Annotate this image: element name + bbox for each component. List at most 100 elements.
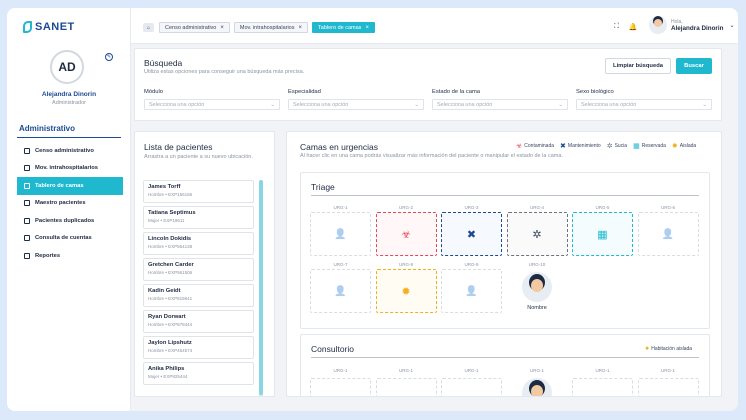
sidebar-section-title: Administrativo xyxy=(19,124,76,133)
report-icon xyxy=(24,252,30,259)
close-icon[interactable]: × xyxy=(298,24,303,31)
patient-list: James Torff Hombre • EXP156156 Tatiana Sep… xyxy=(143,180,254,388)
scrollbar-track[interactable] xyxy=(259,180,263,396)
divider xyxy=(311,195,699,196)
search-title: Búsqueda xyxy=(144,58,183,68)
filter-select[interactable]: Selecciona una opción ⌄ xyxy=(288,99,424,110)
triage-title: Triage xyxy=(311,182,335,192)
close-icon[interactable]: × xyxy=(365,24,369,31)
sidebar-item-label: Pacientes duplicados xyxy=(35,217,95,224)
legend-label: Aislada xyxy=(679,143,697,149)
greeting: Hola, xyxy=(671,18,683,25)
transfer-icon xyxy=(24,165,30,172)
bed-sucia[interactable]: ✲ xyxy=(506,212,568,256)
tab-label: Mov. intrahospitalarios xyxy=(239,24,295,31)
sidebar-item-0[interactable]: Censo administrativo xyxy=(17,142,123,160)
profile-name: Alejandra Dinorin xyxy=(41,91,97,98)
triage-bed-grid: URG-1 👤 URG-2 ☣ URG-3 ✖ URG-4 ✲ URG-5 ▦ URG-6 👤 URG-… xyxy=(310,205,699,315)
bed-empty[interactable] xyxy=(637,378,699,396)
patient-item[interactable]: Anika Philips Mujer • EXP925444 xyxy=(143,362,254,385)
bed-mant[interactable]: ✖ xyxy=(441,212,502,256)
tools-icon: ✖ xyxy=(560,143,566,150)
bed-occ[interactable]: Nombre xyxy=(507,269,568,313)
filter-select[interactable]: Selecciona una opción ⌄ xyxy=(576,99,712,110)
bed-cell: URG-3 ✖ xyxy=(441,205,502,258)
patient-info: Hombre • EXP554138 xyxy=(148,244,193,249)
select-placeholder: Selecciona una opción xyxy=(149,101,205,108)
bed-cell: URG-2 ☣ xyxy=(375,205,437,258)
bed-label: URG-2 xyxy=(398,205,413,210)
divider xyxy=(311,357,699,358)
filter-select[interactable]: Selecciona una opción ⌄ xyxy=(144,99,280,110)
bed-label: URG-7 xyxy=(333,262,348,267)
sidebar-item-6[interactable]: Reportes xyxy=(17,247,123,265)
patients-title: Lista de pacientes xyxy=(144,142,213,152)
bed-cell: URG-7 👤 xyxy=(310,262,371,315)
tab-2[interactable]: Tablero de camas × xyxy=(312,22,375,33)
patient-name: Lincoln Dokidis xyxy=(148,236,192,242)
bed-label: URG-9 xyxy=(464,262,479,267)
patient-info: Hombre • EXP815641 xyxy=(148,296,193,301)
sidebar-item-3[interactable]: Maestro pacientes xyxy=(17,195,123,213)
clear-search-button[interactable]: Limpiar búsqueda xyxy=(605,58,671,74)
bed-cell: URG-5 ▦ xyxy=(572,205,633,258)
bed-empty[interactable]: 👤 xyxy=(310,212,371,256)
logo-icon xyxy=(23,21,32,33)
patient-name: Nombre xyxy=(527,304,547,311)
patient-item[interactable]: Jaylon Lipshutz Hombre • EXP454574 xyxy=(143,336,254,359)
user-menu[interactable]: Hola, Alejandra Dinorin ⌄ xyxy=(649,16,735,34)
legend-item: ☣ Contaminada xyxy=(516,142,554,150)
calendar-icon: ▦ xyxy=(597,228,608,241)
patient-item[interactable]: Lincoln Dokidis Hombre • EXP554138 xyxy=(143,232,254,255)
bed-cell: URG-10 Nombre xyxy=(507,262,568,315)
bed-label: URG-5 xyxy=(595,205,610,210)
bed-occ[interactable] xyxy=(507,378,568,396)
edit-profile-icon[interactable]: ✎ xyxy=(105,53,113,61)
sidebar-item-label: Consulta de cuentas xyxy=(35,235,92,242)
sidebar-item-5[interactable]: Consulta de cuentas xyxy=(17,230,123,248)
consult-bed-grid xyxy=(310,378,699,396)
patient-item[interactable]: James Torff Hombre • EXP156156 xyxy=(143,180,254,203)
bed-cont[interactable]: ☣ xyxy=(375,212,437,256)
bed-empty[interactable]: 👤 xyxy=(637,212,699,256)
patient-info: Mujer • EXP18611 xyxy=(148,218,185,223)
patient-name: Anika Philips xyxy=(148,366,185,372)
bed-label: URG-1 xyxy=(333,205,348,210)
patient-item[interactable]: Ryan Dorwart Hombre • EXP878444 xyxy=(143,310,254,333)
sidebar-item-1[interactable]: Mov. intrahospitalarios xyxy=(17,160,123,178)
bed-ais[interactable]: ✹ xyxy=(375,269,437,313)
chevron-down-icon: ⌄ xyxy=(414,101,419,108)
bed-empty[interactable] xyxy=(441,378,502,396)
chevron-down-icon: ⌄ xyxy=(558,101,563,108)
patient-item[interactable]: Kadin Geidt Hombre • EXP815641 xyxy=(143,284,254,307)
sidebar-item-4[interactable]: Pacientes duplicados xyxy=(17,212,123,230)
filter-select[interactable]: Selecciona una opción ⌄ xyxy=(432,99,568,110)
patient-item[interactable]: Tatiana Septimus Mujer • EXP18611 xyxy=(143,206,254,229)
bell-icon[interactable]: 🔔 xyxy=(628,24,638,31)
bed-empty[interactable] xyxy=(375,378,437,396)
sidebar-item-label: Censo administrativo xyxy=(35,147,94,154)
close-icon[interactable]: × xyxy=(220,24,224,31)
sidebar-item-2[interactable]: Tablero de camas xyxy=(17,177,123,195)
bed-empty[interactable] xyxy=(572,378,633,396)
fullscreen-icon[interactable]: ⛶ xyxy=(614,23,619,30)
patient-info: Hombre • EXP878444 xyxy=(148,322,193,327)
patient-name: Ryan Dorwart xyxy=(148,314,186,320)
add-person-icon: 👤 xyxy=(334,285,347,297)
patient-item[interactable]: Gretchen Carder Hombre • EXP561506 xyxy=(143,258,254,281)
bed-empty[interactable]: 👤 xyxy=(441,269,502,313)
bed-res[interactable]: ▦ xyxy=(572,212,633,256)
dirt-icon: ✲ xyxy=(606,143,613,150)
tab-1[interactable]: Mov. intrahospitalarios × xyxy=(233,22,309,33)
isolated-room-tag: ✹ Habitación aislada xyxy=(645,346,692,352)
search-button[interactable]: Buscar xyxy=(676,58,712,74)
patient-info: Mujer • EXP925444 xyxy=(148,374,188,379)
bed-empty[interactable]: 👤 xyxy=(310,269,371,313)
tab-0[interactable]: Censo administrativo × xyxy=(159,22,230,33)
bed-label: URG-1 xyxy=(529,368,544,373)
sidebar-item-label: Maestro pacientes xyxy=(35,200,86,207)
home-icon[interactable]: ⌂ xyxy=(143,23,154,32)
scrollbar-thumb[interactable] xyxy=(259,180,263,395)
brand-logo[interactable]: SANET xyxy=(23,21,75,33)
bed-empty[interactable] xyxy=(310,378,371,396)
